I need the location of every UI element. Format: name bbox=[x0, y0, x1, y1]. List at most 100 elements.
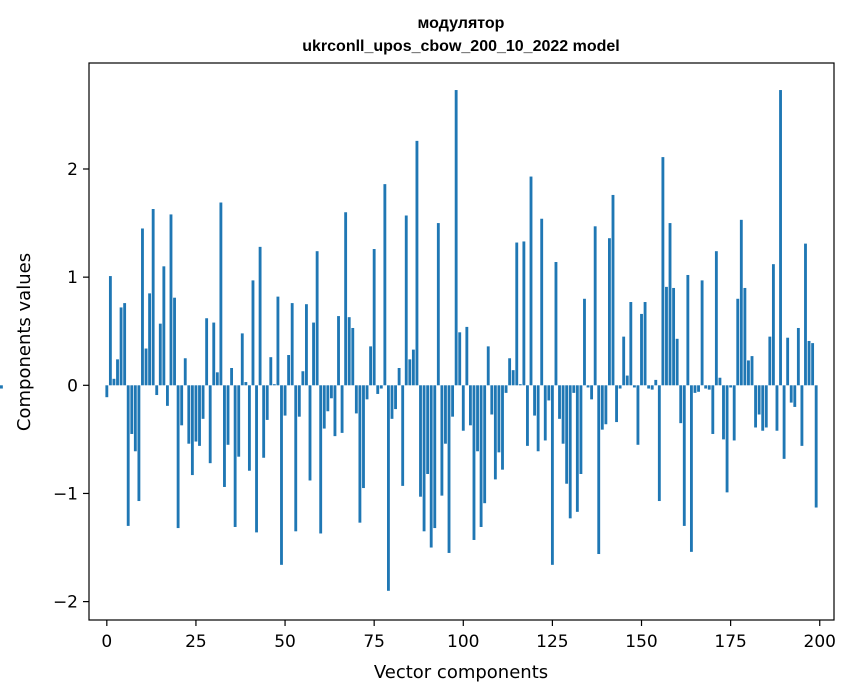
bar bbox=[183, 358, 187, 386]
bar bbox=[230, 368, 234, 386]
bar bbox=[575, 385, 579, 512]
bar bbox=[768, 336, 772, 386]
bar bbox=[468, 385, 472, 426]
bar bbox=[433, 385, 437, 529]
bar bbox=[305, 304, 308, 386]
bar bbox=[301, 371, 305, 386]
chart-title-line1: модулятор bbox=[418, 15, 505, 32]
bar bbox=[750, 356, 754, 386]
bar bbox=[387, 385, 390, 591]
bar bbox=[162, 266, 166, 386]
bar bbox=[198, 385, 201, 446]
bar bbox=[526, 385, 529, 446]
bar bbox=[319, 385, 323, 534]
x-axis-ticks: 0 25 50 75 100 125 150 175 200 bbox=[101, 620, 836, 652]
bar bbox=[404, 215, 408, 386]
bar bbox=[408, 359, 412, 386]
bar bbox=[558, 385, 561, 419]
bar bbox=[547, 385, 551, 401]
bar bbox=[622, 336, 626, 386]
bar bbox=[258, 246, 262, 386]
bar bbox=[333, 385, 337, 437]
bar bbox=[126, 385, 130, 526]
bar bbox=[458, 332, 462, 386]
bar bbox=[226, 385, 230, 445]
bar bbox=[322, 385, 326, 429]
bar bbox=[265, 385, 269, 420]
bar bbox=[693, 385, 697, 393]
bar bbox=[689, 385, 693, 552]
bar bbox=[657, 385, 661, 502]
bar bbox=[272, 384, 276, 386]
y-tick-label: 0 bbox=[67, 376, 78, 396]
bar bbox=[479, 385, 483, 527]
bar bbox=[158, 323, 162, 386]
bar bbox=[426, 385, 430, 474]
bar bbox=[422, 385, 426, 532]
bar bbox=[454, 90, 458, 386]
bar bbox=[383, 184, 387, 386]
bar bbox=[290, 303, 294, 386]
plot-frame bbox=[88, 62, 835, 621]
bar bbox=[747, 360, 750, 386]
bar bbox=[704, 385, 708, 389]
bar bbox=[629, 302, 633, 386]
chart-title-line2: ukrconll_upos_cbow_200_10_2022 model bbox=[302, 38, 619, 55]
bar bbox=[112, 378, 116, 386]
bar bbox=[205, 318, 209, 386]
bar bbox=[533, 385, 536, 416]
bar bbox=[568, 385, 572, 519]
bar bbox=[354, 385, 358, 414]
y-axis-label: Components values bbox=[14, 253, 35, 431]
bar bbox=[661, 157, 665, 386]
bar bbox=[761, 385, 765, 431]
bar bbox=[729, 385, 733, 388]
bar bbox=[754, 385, 757, 428]
bar bbox=[415, 140, 419, 386]
bar bbox=[483, 385, 487, 504]
x-tick-label: 175 bbox=[714, 632, 746, 652]
bar bbox=[369, 346, 373, 386]
bar bbox=[315, 251, 319, 386]
bar bbox=[436, 223, 440, 386]
bar bbox=[529, 176, 533, 386]
bar bbox=[501, 385, 504, 470]
y-axis-ticks: −2 −1 0 1 2 bbox=[53, 160, 89, 613]
bar bbox=[137, 385, 141, 502]
bar bbox=[757, 385, 761, 415]
bar bbox=[782, 385, 786, 459]
bar bbox=[283, 385, 287, 416]
bar bbox=[180, 385, 184, 426]
y-tick-label: 1 bbox=[67, 268, 78, 288]
bar bbox=[429, 385, 433, 548]
bar bbox=[379, 385, 383, 389]
bar bbox=[280, 385, 283, 565]
bar bbox=[522, 241, 526, 386]
bar bbox=[440, 385, 444, 496]
bar bbox=[376, 385, 380, 394]
bar bbox=[419, 385, 422, 497]
bar bbox=[579, 385, 583, 474]
bar bbox=[722, 385, 725, 440]
x-tick-label: 75 bbox=[363, 632, 385, 652]
bar bbox=[779, 90, 782, 386]
bar bbox=[543, 385, 547, 441]
y-tick-label: −1 bbox=[53, 484, 78, 504]
bar bbox=[123, 303, 127, 386]
y-tick-label: −2 bbox=[53, 593, 78, 613]
bar bbox=[390, 385, 394, 419]
y-tick-label: 2 bbox=[67, 160, 78, 180]
bar bbox=[362, 385, 365, 489]
bar bbox=[201, 385, 205, 419]
bar bbox=[518, 384, 522, 386]
bar bbox=[461, 385, 465, 431]
bar bbox=[732, 385, 736, 441]
bar bbox=[308, 385, 312, 481]
bar bbox=[105, 385, 109, 398]
bar bbox=[365, 385, 369, 400]
bar bbox=[0, 385, 3, 389]
bar bbox=[590, 385, 594, 400]
bar bbox=[686, 274, 690, 386]
bar bbox=[490, 385, 494, 415]
bar bbox=[511, 370, 515, 386]
